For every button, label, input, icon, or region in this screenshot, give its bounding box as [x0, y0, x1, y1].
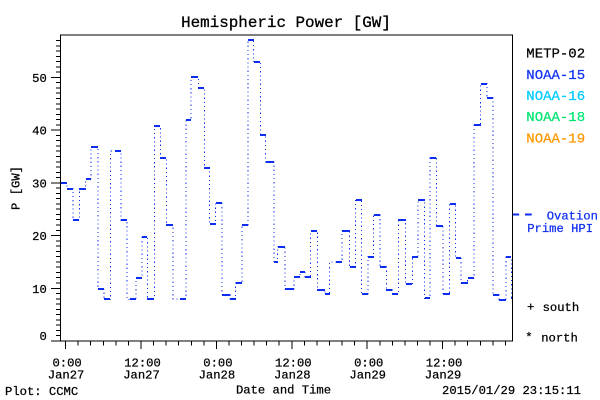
svg-text:12:00: 12:00 — [275, 357, 312, 371]
svg-text:Jan29: Jan29 — [425, 369, 462, 383]
svg-text:NOAA-18: NOAA-18 — [526, 110, 585, 126]
svg-text:NOAA-16: NOAA-16 — [526, 89, 585, 105]
svg-text:Prime HPI: Prime HPI — [527, 222, 593, 236]
svg-text:Jan28: Jan28 — [274, 369, 311, 383]
svg-text:0:00: 0:00 — [203, 357, 232, 371]
svg-text:Date and Time: Date and Time — [236, 384, 331, 398]
svg-text:NOAA-15: NOAA-15 — [526, 68, 585, 84]
svg-text:0:00: 0:00 — [52, 357, 81, 371]
svg-text:Jan29: Jan29 — [349, 369, 386, 383]
svg-text:NOAA-19: NOAA-19 — [526, 132, 585, 148]
svg-text:30: 30 — [32, 177, 47, 191]
svg-text:50: 50 — [32, 72, 47, 86]
svg-text:METP-02: METP-02 — [526, 47, 585, 63]
svg-text:+: + — [527, 301, 534, 315]
svg-text:20: 20 — [32, 230, 47, 244]
svg-text:12:00: 12:00 — [124, 357, 161, 371]
svg-text:P [GW]: P [GW] — [10, 166, 24, 210]
svg-text:*: * — [525, 331, 532, 345]
svg-text:Jan27: Jan27 — [48, 369, 85, 383]
svg-text:Plot: CCMC: Plot: CCMC — [5, 385, 78, 399]
svg-text:Jan27: Jan27 — [123, 369, 160, 383]
svg-text:12:00: 12:00 — [426, 357, 463, 371]
svg-text:south: south — [543, 301, 580, 315]
svg-text:Hemispheric Power [GW]: Hemispheric Power [GW] — [181, 14, 391, 32]
svg-text:0: 0 — [39, 330, 46, 344]
svg-text:2015/01/29 23:15:11: 2015/01/29 23:15:11 — [442, 384, 581, 398]
svg-text:Jan28: Jan28 — [199, 369, 236, 383]
svg-text:40: 40 — [32, 125, 47, 139]
svg-text:10: 10 — [32, 283, 47, 297]
svg-text:0:00: 0:00 — [354, 357, 383, 371]
svg-text:north: north — [541, 332, 578, 346]
svg-text:Ovation: Ovation — [547, 210, 598, 224]
